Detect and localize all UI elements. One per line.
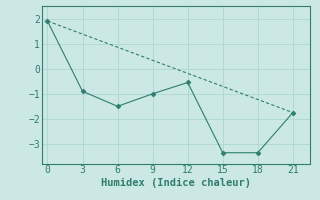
X-axis label: Humidex (Indice chaleur): Humidex (Indice chaleur) [101, 178, 251, 188]
